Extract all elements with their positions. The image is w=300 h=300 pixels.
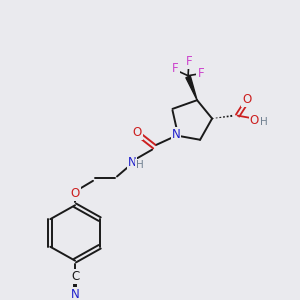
Text: F: F xyxy=(172,62,179,75)
Text: N: N xyxy=(128,156,136,169)
Text: F: F xyxy=(197,68,204,80)
Text: H: H xyxy=(136,160,144,170)
Text: H: H xyxy=(260,117,268,127)
Text: N: N xyxy=(172,128,181,141)
Text: O: O xyxy=(250,114,259,127)
Text: F: F xyxy=(185,55,192,68)
Polygon shape xyxy=(186,76,197,100)
Text: O: O xyxy=(242,93,251,106)
Text: N: N xyxy=(70,288,80,300)
Text: C: C xyxy=(71,270,79,283)
Text: O: O xyxy=(133,126,142,139)
Text: O: O xyxy=(70,187,80,200)
